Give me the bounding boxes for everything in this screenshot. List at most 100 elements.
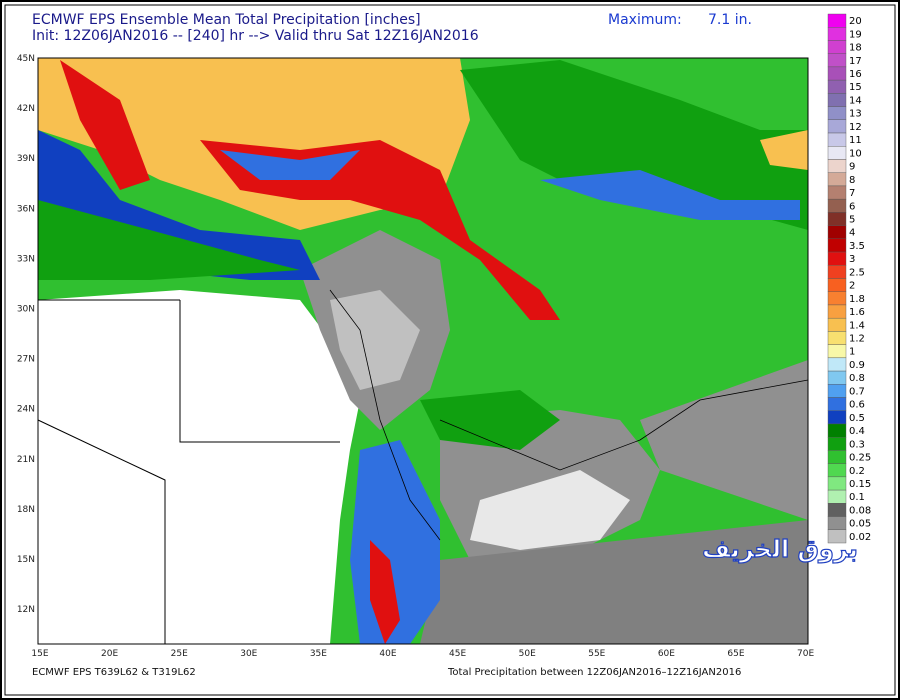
legend-label: 20 xyxy=(849,16,862,27)
lat-label: 36N xyxy=(17,204,35,214)
lat-label: 30N xyxy=(17,305,35,315)
legend-label: 0.3 xyxy=(849,439,865,450)
legend-swatch xyxy=(827,503,847,517)
legend-label: 8 xyxy=(849,175,855,186)
legend-label: 3.5 xyxy=(849,241,865,252)
latitude-labels: 45N 42N 39N 36N 33N 30N 27N 24N 21N 18N 15N 12N xyxy=(17,54,35,615)
lat-label: 24N xyxy=(17,405,35,415)
legend-swatch xyxy=(827,516,847,530)
lon-label: 60E xyxy=(658,649,675,659)
legend-label: 0.15 xyxy=(849,479,871,490)
lon-label: 25E xyxy=(171,649,188,659)
legend-label: 16 xyxy=(849,69,862,80)
longitude-labels: 15E 20E 25E 30E 35E 40E 45E 50E 55E 60E 65E 70E xyxy=(31,649,814,659)
legend-label: 1.6 xyxy=(849,307,865,318)
map-field xyxy=(37,57,809,645)
legend-swatch xyxy=(827,370,847,385)
legend-label: 1.2 xyxy=(849,334,865,345)
legend-label: 0.25 xyxy=(849,453,871,464)
legend-swatch xyxy=(827,79,847,94)
legend-label: 19 xyxy=(849,29,862,40)
legend-swatch xyxy=(827,53,847,68)
maximum-value: 7.1 in. xyxy=(708,12,752,28)
legend-swatch xyxy=(827,278,847,292)
legend-label: 1.4 xyxy=(849,320,865,331)
legend-label: 4 xyxy=(849,228,855,239)
legend-label: 0.2 xyxy=(849,466,865,477)
legend-label: 18 xyxy=(849,43,862,54)
legend-label: 6 xyxy=(849,201,855,212)
legend-label: 5 xyxy=(849,214,855,225)
legend-label: 0.9 xyxy=(849,360,865,371)
legend-swatch xyxy=(827,265,847,279)
lon-label: 15E xyxy=(31,649,48,659)
legend-swatch xyxy=(827,397,847,411)
legend-swatch xyxy=(827,304,847,319)
legend-swatch xyxy=(827,13,847,28)
legend-label: 14 xyxy=(849,95,862,106)
legend-swatch xyxy=(827,27,847,41)
legend-swatch xyxy=(827,384,847,398)
watermark: بروق الخريف xyxy=(702,535,858,563)
legend-swatch xyxy=(827,291,847,306)
footer-left: ECMWF EPS T639L62 & T319L62 xyxy=(32,667,196,678)
lon-label: 45E xyxy=(449,649,466,659)
lat-label: 18N xyxy=(17,505,35,515)
lat-label: 39N xyxy=(17,154,35,164)
legend-label: 1 xyxy=(849,347,855,358)
legend-swatch xyxy=(827,159,847,173)
legend-swatch xyxy=(827,489,847,504)
legend-label: 9 xyxy=(849,162,855,173)
lat-label: 27N xyxy=(17,355,35,365)
lon-label: 20E xyxy=(101,649,118,659)
legend-swatch xyxy=(827,66,847,81)
legend-swatch xyxy=(827,357,847,372)
legend-swatch xyxy=(827,476,847,491)
lon-label: 35E xyxy=(310,649,327,659)
legend-label: 0.7 xyxy=(849,386,865,397)
legend-label: 11 xyxy=(849,135,862,146)
legend-label: 0.6 xyxy=(849,400,865,411)
legend-swatch xyxy=(827,93,847,107)
legend-swatch xyxy=(827,106,847,120)
legend-swatch xyxy=(827,185,847,200)
lon-label: 65E xyxy=(727,649,744,659)
legend-swatch xyxy=(827,423,847,438)
footer-right: Total Precipitation between 12Z06JAN2016… xyxy=(447,667,741,678)
legend-label: 10 xyxy=(849,148,862,159)
lat-label: 12N xyxy=(17,605,35,615)
legend-label: 0.02 xyxy=(849,532,871,543)
lon-label: 40E xyxy=(379,649,396,659)
legend-label: 12 xyxy=(849,122,862,133)
legend-label: 0.5 xyxy=(849,413,865,424)
legend-swatch xyxy=(827,238,847,253)
lat-label: 42N xyxy=(17,104,35,114)
legend-swatch xyxy=(827,132,847,147)
maximum-label: Maximum: xyxy=(608,12,682,28)
legend-label: 0.08 xyxy=(849,505,871,516)
legend-swatch xyxy=(827,410,847,425)
legend-label: 17 xyxy=(849,56,862,67)
lat-label: 15N xyxy=(17,555,35,565)
lon-label: 55E xyxy=(588,649,605,659)
legend-label: 0.05 xyxy=(849,519,871,530)
legend-swatch xyxy=(827,437,847,451)
legend-swatch xyxy=(827,463,847,478)
legend-label: 0.8 xyxy=(849,373,865,384)
legend-swatch xyxy=(827,198,847,213)
legend-swatch xyxy=(827,40,847,54)
init-line: Init: 12Z06JAN2016 -- [240] hr --> Valid… xyxy=(32,28,479,44)
legend-label: 0.1 xyxy=(849,492,865,503)
legend-swatch xyxy=(827,212,847,226)
legend-label: 13 xyxy=(849,109,862,120)
lon-label: 50E xyxy=(519,649,536,659)
legend-label: 2.5 xyxy=(849,267,865,278)
lon-label: 70E xyxy=(797,649,814,659)
legend-label: 7 xyxy=(849,188,855,199)
title: ECMWF EPS Ensemble Mean Total Precipitat… xyxy=(32,12,421,28)
legend-label: 0.4 xyxy=(849,426,865,437)
legend-swatch xyxy=(827,172,847,187)
lat-label: 45N xyxy=(17,54,35,64)
